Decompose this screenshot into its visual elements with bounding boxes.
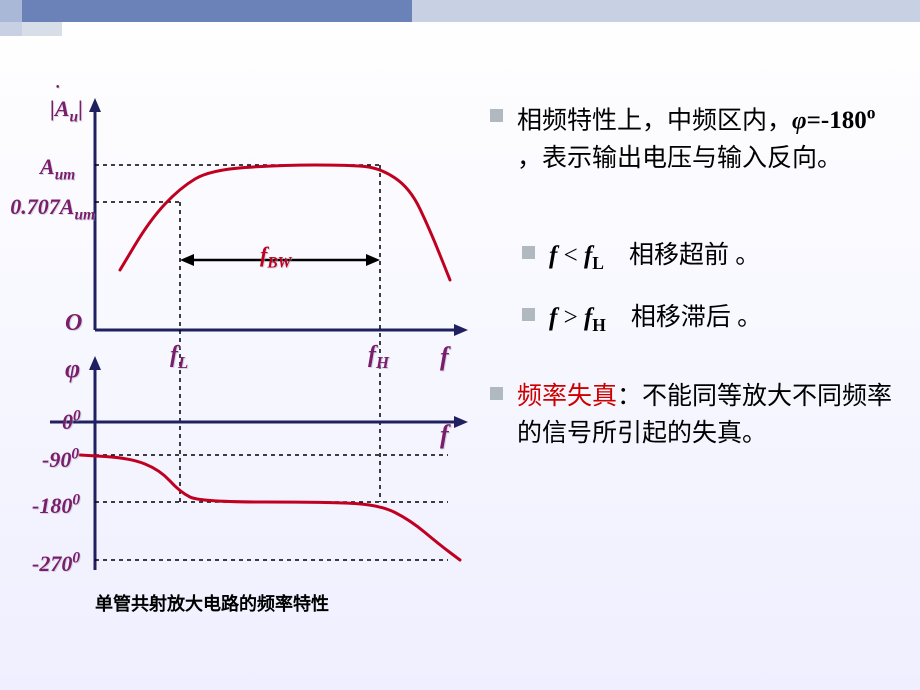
diagram-caption: 单管共射放大电路的频率特性 [95,590,329,616]
decorative-top-bar [0,0,920,36]
bullet-item: 相频特性上，中频区内，φ=-180o ，表示输出电压与输入反向。 [490,100,900,177]
charts-area: |A•u| Aum 0.707Aum O f fL fH fBW φ f 00 … [30,90,480,650]
fbw-label: fBW [260,242,291,272]
bullet-item: f < fL 相移超前 。 [522,237,900,276]
x-axis-label-bottom: f [440,420,449,450]
bullet-text: f > fH 相移滞后 。 [549,299,762,338]
xtick-fL: fL [170,342,188,373]
ytick-0707Aum: 0.707Aum [0,194,95,224]
bullet-square-icon [522,308,535,321]
bullet-item: f > fH 相移滞后 。 [522,299,900,338]
ytick-Aum: Aum [40,154,75,184]
bullet-square-icon [522,246,535,259]
bullet-item: 频率失真：不能同等放大不同频率的信号所引起的失真。 [490,378,900,453]
ytick-m270: -2700 [32,550,80,577]
banner-block [0,22,22,36]
bullet-square-icon [490,387,503,400]
bullet-text: 频率失真：不能同等放大不同频率的信号所引起的失真。 [517,378,900,453]
frequency-response-diagram [30,90,480,630]
banner-block [0,0,22,22]
x-axis-label-top: f [440,342,449,372]
origin-label: O [65,310,82,337]
banner-block [22,22,62,36]
bullet-text: 相频特性上，中频区内，φ=-180o ，表示输出电压与输入反向。 [517,100,900,177]
bullet-text: f < fL 相移超前 。 [549,237,760,276]
ytick-m90: -900 [42,446,79,473]
bullet-square-icon [490,109,503,122]
banner-block [412,0,920,22]
text-column: 相频特性上，中频区内，φ=-180o ，表示输出电压与输入反向。 f < fL 相… [490,100,900,475]
y-axis-label-bottom: φ [65,354,80,384]
ytick-0: 00 [62,408,81,435]
y-axis-label-top: |A•u| [50,96,83,126]
xtick-fH: fH [368,342,389,373]
ytick-m180: -1800 [32,492,80,519]
banner-block [22,0,412,22]
